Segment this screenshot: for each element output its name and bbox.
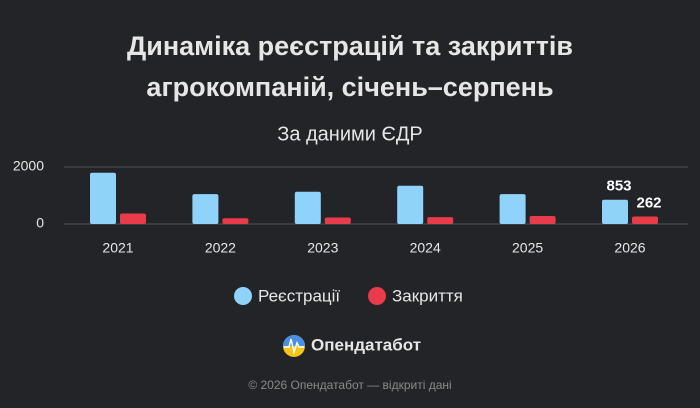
bar: [499, 194, 526, 224]
bar: [222, 218, 249, 224]
x-tick-label: 2025: [512, 240, 543, 256]
x-tick-label: 2024: [410, 240, 441, 256]
x-tick-label: 2022: [205, 240, 236, 256]
bar: [602, 199, 628, 224]
bar: [324, 217, 351, 224]
x-tick-label: 2021: [102, 240, 133, 256]
chart-subtitle: За даними ЄДР: [277, 123, 423, 145]
chart-title: Динаміка реєстрацій та закриттів агроком…: [126, 31, 573, 102]
brand-logo: [283, 335, 305, 357]
bar: [120, 213, 146, 224]
x-tick-label: 2023: [307, 240, 338, 256]
data-label: 853: [606, 178, 631, 195]
legend-label: Закриття: [392, 286, 463, 305]
bar: [529, 216, 556, 224]
x-tick-label: 2026: [614, 240, 645, 256]
bar: [192, 194, 219, 224]
legend-marker: [368, 287, 386, 305]
y-tick-label: 2000: [13, 158, 44, 174]
bar: [397, 185, 424, 224]
bar: [427, 217, 454, 224]
footer: © 2026 Опендатабот — відкриті дані: [248, 378, 451, 392]
legend-marker: [234, 287, 252, 305]
y-tick-label: 0: [36, 215, 44, 231]
bar: [632, 216, 658, 224]
brand-name: Опендатабот: [311, 335, 421, 354]
legend-label: Реєстрації: [258, 286, 340, 305]
bar: [294, 191, 321, 224]
data-label: 262: [636, 195, 661, 212]
bar: [90, 172, 116, 224]
